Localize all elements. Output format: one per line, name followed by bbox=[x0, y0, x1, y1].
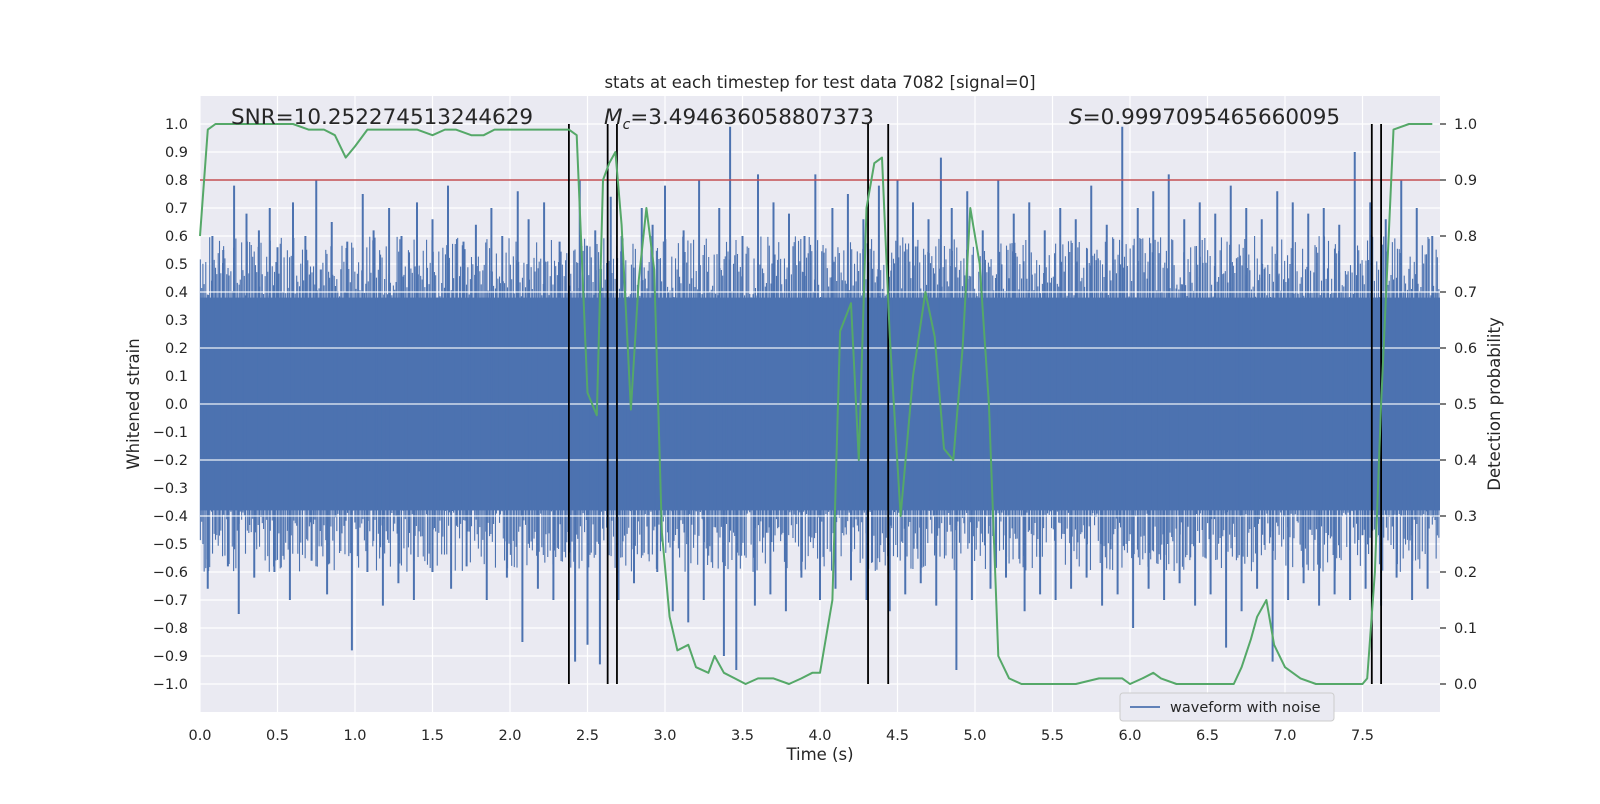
y2-tick-label: 0.7 bbox=[1454, 285, 1477, 301]
y2-tick-label: 0.6 bbox=[1454, 341, 1477, 357]
x-tick-label: 6.0 bbox=[1118, 728, 1141, 744]
x-tick-label: 2.5 bbox=[576, 728, 599, 744]
y-tick-label: 0.5 bbox=[165, 257, 188, 273]
x-tick-label: 3.0 bbox=[653, 728, 676, 744]
snr-annotation: SNR=10.252274513244629 bbox=[231, 105, 533, 130]
y-tick-label: −0.8 bbox=[153, 621, 188, 637]
y2-axis-label: Detection probability bbox=[1485, 317, 1504, 491]
y2-axis-ticks: 0.0 0.1 0.2 0.3 0.4 0.5 0.6 0.7 0.8 0.9 1.0 bbox=[1440, 117, 1477, 693]
s-symbol: S bbox=[1069, 105, 1083, 130]
y2-tick-label: 0.8 bbox=[1454, 229, 1477, 245]
chirp-mass-annotation: Mc=3.494636058807373 bbox=[604, 105, 874, 133]
y-tick-label: −0.4 bbox=[153, 509, 188, 525]
waveform-series bbox=[199, 126, 1440, 670]
y-tick-label: 0.6 bbox=[165, 229, 188, 245]
x-axis-ticks: 0.0 0.5 1.0 1.5 2.0 2.5 3.0 3.5 4.0 4.5 5.0 5.5 6.0 6… bbox=[188, 728, 1374, 744]
legend-box bbox=[1119, 692, 1335, 722]
y-tick-label: −0.9 bbox=[153, 649, 188, 665]
x-tick-label: 3.5 bbox=[731, 728, 754, 744]
y-tick-label: 0.1 bbox=[165, 369, 188, 385]
x-tick-label: 0.5 bbox=[266, 728, 289, 744]
s-annotation: S=0.9997095465660095 bbox=[1069, 105, 1340, 130]
y2-tick-label: 0.4 bbox=[1454, 453, 1477, 469]
legend-label: waveform with noise bbox=[1170, 700, 1321, 716]
y-tick-label: 0.2 bbox=[165, 341, 188, 357]
y-tick-label: 1.0 bbox=[165, 117, 188, 133]
y-axis-label: Whitened strain bbox=[124, 338, 143, 469]
y-tick-label: −0.3 bbox=[153, 481, 188, 497]
s-value: =0.9997095465660095 bbox=[1083, 105, 1340, 130]
y-tick-label: −0.6 bbox=[153, 565, 188, 581]
x-tick-label: 5.0 bbox=[963, 728, 986, 744]
chirp-mass-symbol: M bbox=[604, 105, 623, 130]
y-tick-label: 0.0 bbox=[165, 397, 188, 413]
chirp-mass-value: =3.494636058807373 bbox=[630, 105, 874, 130]
y-tick-label: −0.2 bbox=[153, 453, 188, 469]
y-tick-label: −0.7 bbox=[153, 593, 188, 609]
y-tick-label: −0.5 bbox=[153, 537, 188, 553]
y2-tick-label: 1.0 bbox=[1454, 117, 1477, 133]
x-tick-label: 1.0 bbox=[343, 728, 366, 744]
y2-tick-label: 0.9 bbox=[1454, 173, 1477, 189]
x-tick-label: 2.0 bbox=[498, 728, 521, 744]
x-tick-label: 4.5 bbox=[886, 728, 909, 744]
detection-probability-series bbox=[199, 123, 1433, 685]
chirp-mass-subscript: c bbox=[623, 117, 631, 133]
y2-tick-label: 0.0 bbox=[1454, 677, 1477, 693]
y-axis-ticks: −1.0 −0.9 −0.8 −0.7 −0.6 −0.5 −0.4 −0.3 −0.2 −0.1… bbox=[153, 117, 188, 693]
y-tick-label: −1.0 bbox=[153, 677, 188, 693]
detection-probability-line bbox=[199, 123, 1433, 685]
y2-tick-label: 0.2 bbox=[1454, 565, 1477, 581]
x-tick-label: 7.0 bbox=[1273, 728, 1296, 744]
x-tick-label: 6.5 bbox=[1196, 728, 1219, 744]
y-tick-label: 0.7 bbox=[165, 201, 188, 217]
chart-title: stats at each timestep for test data 708… bbox=[604, 73, 1035, 92]
x-tick-label: 1.5 bbox=[421, 728, 444, 744]
y-tick-label: 0.4 bbox=[165, 285, 188, 301]
y-tick-label: 0.3 bbox=[165, 313, 188, 329]
y-tick-label: 0.9 bbox=[165, 145, 188, 161]
event-markers bbox=[568, 124, 1382, 684]
y-tick-label: 0.8 bbox=[165, 173, 188, 189]
x-tick-label: 5.5 bbox=[1041, 728, 1064, 744]
x-tick-label: 7.5 bbox=[1351, 728, 1374, 744]
y2-tick-label: 0.3 bbox=[1454, 509, 1477, 525]
y-tick-label: −0.1 bbox=[153, 425, 188, 441]
y2-tick-label: 0.1 bbox=[1454, 621, 1477, 637]
legend: waveform with noise bbox=[1119, 692, 1335, 722]
y2-tick-label: 0.5 bbox=[1454, 397, 1477, 413]
x-tick-label: 4.0 bbox=[808, 728, 831, 744]
x-axis-label: Time (s) bbox=[785, 745, 853, 764]
grid-overlay bbox=[200, 291, 1440, 517]
x-tick-label: 0.0 bbox=[188, 728, 211, 744]
